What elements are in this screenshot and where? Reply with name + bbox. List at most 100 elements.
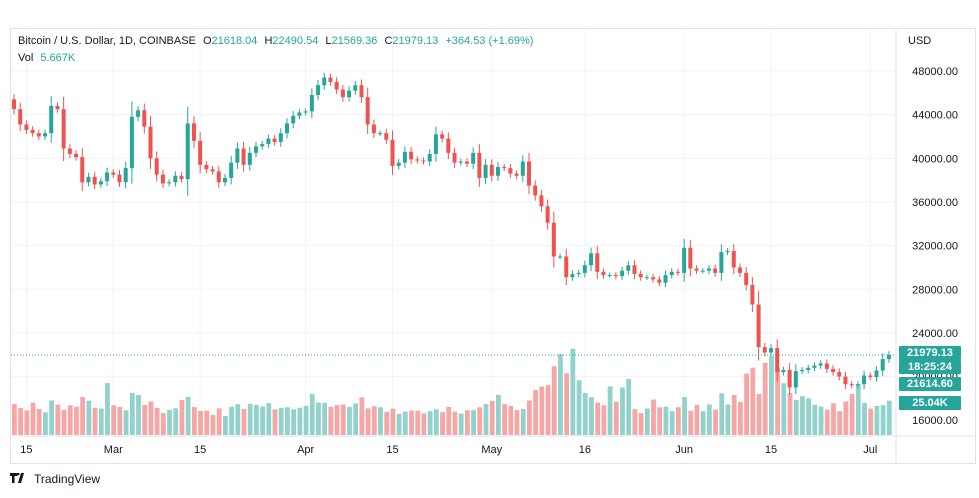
candle-body	[843, 376, 848, 385]
tradingview-branding[interactable]: TradingView	[10, 472, 100, 486]
volume-bar	[737, 402, 743, 435]
volume-bar	[694, 404, 700, 435]
open-value: 21618.04	[211, 35, 258, 47]
volume-bar	[198, 411, 203, 435]
volume-bar	[148, 401, 154, 435]
volume-bar	[576, 380, 582, 435]
volume-bar	[43, 412, 48, 435]
volume-bar	[340, 404, 346, 435]
volume-bar	[582, 392, 588, 435]
candle-body	[824, 363, 829, 369]
volume-bar	[49, 400, 55, 435]
volume-bar	[229, 406, 234, 435]
candle-body	[737, 267, 742, 273]
volume-bar	[775, 368, 781, 435]
candle-body	[123, 168, 128, 183]
candle-body	[663, 275, 668, 283]
volume-bar	[769, 356, 774, 435]
volume-bar	[160, 413, 166, 435]
candle-body	[514, 173, 519, 176]
volume-bar	[489, 400, 495, 435]
candle-body	[793, 371, 798, 388]
volume-bar	[216, 408, 222, 435]
volume-bar	[706, 404, 712, 435]
volume-bar	[831, 403, 836, 435]
candle-body	[402, 151, 407, 163]
currency-label[interactable]: USD	[908, 35, 932, 47]
candle-body	[539, 195, 544, 207]
volume-bar	[253, 404, 259, 435]
candle-body	[12, 99, 16, 110]
candle-body	[706, 268, 711, 271]
candle-body	[545, 206, 550, 223]
volume-bars	[12, 348, 892, 435]
candle-body	[216, 171, 221, 183]
candle-body	[601, 271, 606, 276]
candle-body	[61, 109, 66, 149]
x-tick-label: 15	[194, 444, 206, 456]
candle-body	[489, 164, 494, 176]
close-label: C	[384, 35, 393, 47]
volume-bar	[353, 403, 359, 435]
candles	[12, 72, 891, 395]
volume-bar	[173, 408, 179, 435]
candle-body	[551, 222, 556, 257]
x-tick-label: 15	[386, 444, 398, 456]
volume-bar	[527, 400, 532, 435]
volume-bar	[849, 393, 855, 435]
volume-bar	[167, 409, 172, 435]
volume-bar	[589, 397, 594, 435]
volume-bar	[297, 407, 303, 435]
volume-bar	[61, 410, 67, 435]
volume-bar	[80, 396, 86, 435]
volume-bar	[471, 410, 476, 435]
x-tick-label: 16	[579, 444, 591, 456]
candle-body	[272, 138, 277, 142]
volume-bar	[607, 386, 613, 435]
candle-body	[775, 348, 780, 373]
candle-body	[378, 133, 383, 135]
candle-body	[347, 90, 352, 98]
volume-bar	[613, 401, 619, 435]
volume-bar	[129, 392, 135, 435]
volume-bar	[868, 408, 874, 435]
candle-body	[365, 97, 370, 125]
candle-body	[136, 110, 141, 117]
volume-bar	[371, 406, 377, 435]
candle-body	[371, 124, 376, 134]
volume-legend: Vol 5.667K	[18, 52, 75, 64]
volume-bar	[514, 410, 520, 435]
volume-bar	[390, 408, 396, 435]
volume-bar	[570, 348, 576, 435]
volume-bar	[495, 394, 501, 435]
candle-body	[471, 152, 476, 164]
price-axis: 16000.0020000.0024000.0028000.0032000.00…	[895, 29, 958, 463]
volume-bar	[365, 408, 371, 435]
grid	[11, 29, 896, 435]
volume-bar	[272, 409, 278, 435]
ohlc-legend: Bitcoin / U.S. Dollar, 1D, COINBASE O216…	[18, 35, 533, 47]
candle-body	[173, 175, 178, 183]
candle-body	[117, 174, 122, 183]
candle-body	[43, 133, 48, 137]
volume-bar	[67, 405, 73, 435]
volume-bar	[533, 389, 539, 435]
candle-body	[849, 384, 854, 386]
low-value: 21569.36	[331, 35, 378, 47]
candle-body	[874, 370, 879, 378]
prev-price-tag: 21614.60	[899, 377, 961, 391]
volume-bar	[12, 404, 17, 435]
candle-body	[328, 77, 333, 82]
candle-body	[105, 172, 110, 182]
candle-body	[880, 359, 885, 371]
volume-bar	[185, 396, 191, 435]
chart-frame[interactable]	[10, 28, 976, 464]
volume-bar	[384, 411, 390, 435]
volume-bar	[675, 407, 681, 435]
candle-body	[334, 81, 339, 90]
candle-body	[868, 375, 873, 378]
candle-body	[787, 370, 792, 388]
candle-body	[756, 304, 761, 348]
low-label: L	[325, 35, 332, 47]
